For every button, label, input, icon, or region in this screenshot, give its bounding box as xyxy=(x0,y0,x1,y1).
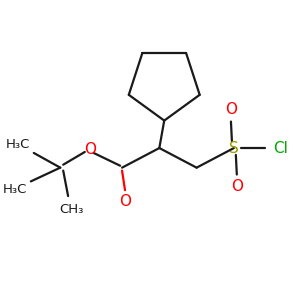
Text: H₃C: H₃C xyxy=(3,183,27,196)
Text: S: S xyxy=(229,140,239,155)
Text: O: O xyxy=(84,142,96,157)
Text: CH₃: CH₃ xyxy=(59,203,83,216)
Text: O: O xyxy=(119,194,131,209)
Text: O: O xyxy=(231,179,243,194)
Text: H₃C: H₃C xyxy=(6,138,30,151)
Text: O: O xyxy=(225,102,237,117)
Text: Cl: Cl xyxy=(273,140,288,155)
